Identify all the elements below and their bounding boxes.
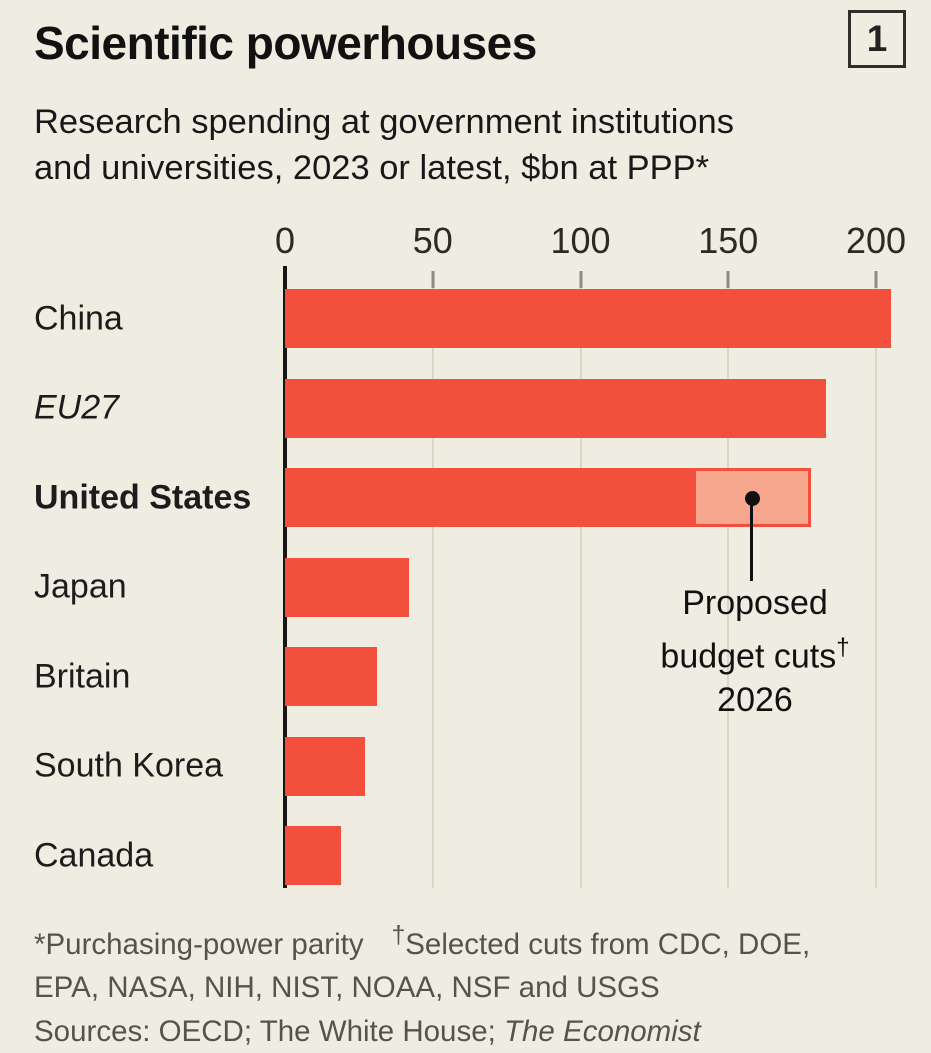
- footnotes: *Purchasing-power parity †Selected cuts f…: [34, 914, 914, 1053]
- x-tick-mark: [726, 271, 730, 288]
- annotation-line-1: Proposed: [682, 584, 828, 622]
- bar-row: United States: [0, 453, 931, 543]
- bar: [285, 647, 377, 706]
- dagger-symbol: †: [836, 633, 850, 661]
- category-label: China: [34, 299, 123, 338]
- annotation-line-2: budget cuts†: [660, 633, 850, 675]
- x-tick-mark: [431, 271, 435, 288]
- bar: [285, 468, 811, 527]
- category-label: United States: [34, 478, 252, 517]
- annotation-line-3: 2026: [717, 681, 793, 720]
- bar: [285, 557, 410, 617]
- category-label: EU27: [34, 388, 120, 427]
- index-badge: 1: [848, 10, 906, 68]
- footnote-cuts: Selected cuts from CDC, DOE,: [405, 927, 811, 961]
- bar-rows: China EU27 United States Japan Britain S…: [0, 274, 931, 901]
- gridline: [579, 271, 582, 888]
- x-tick-mark: [874, 271, 878, 288]
- bar-row: South Korea: [0, 722, 931, 812]
- bar-row: China: [0, 274, 931, 364]
- index-badge-number: 1: [866, 18, 888, 59]
- dagger-symbol: †: [391, 922, 406, 949]
- subtitle-line-2: and universities, 2023 or latest, $bn at…: [34, 149, 710, 187]
- gridline: [727, 271, 730, 888]
- category-label: Britain: [34, 657, 131, 696]
- sources-line: Sources: OECD; The White House; The Econ…: [34, 1010, 914, 1053]
- x-tick-label: 100: [550, 220, 611, 261]
- chart-subtitle: Research spending at government institut…: [34, 99, 894, 191]
- bar-row: Britain: [0, 632, 931, 722]
- bar: [285, 736, 365, 796]
- bar: [285, 826, 342, 885]
- budget-cuts-annotation: Proposed budget cuts† 2026: [570, 581, 931, 723]
- gridline: [875, 271, 877, 888]
- sources-prefix: Sources: OECD; The White House;: [34, 1014, 504, 1048]
- footnote-line-2: EPA, NASA, NIH, NIST, NOAA, NSF and USGS: [34, 971, 660, 1005]
- bar-row: Canada: [0, 811, 931, 901]
- x-tick-label: 150: [698, 220, 759, 261]
- footnote-ppp: *Purchasing-power parity: [34, 927, 364, 961]
- gridline: [431, 271, 434, 888]
- chart-title: Scientific powerhouses: [34, 17, 537, 69]
- category-label: Japan: [34, 567, 127, 606]
- bar: [285, 289, 891, 348]
- subtitle-line-1: Research spending at government institut…: [34, 103, 734, 141]
- bar-row: Japan: [0, 543, 931, 633]
- bar-row: EU27: [0, 364, 931, 454]
- x-tick-label: 200: [845, 220, 907, 261]
- x-tick-mark: [579, 271, 582, 288]
- footnote-line-1: *Purchasing-power parity †Selected cuts f…: [34, 914, 914, 966]
- category-label: Canada: [34, 836, 154, 875]
- x-tick-label: 50: [412, 220, 453, 261]
- callout-line: [750, 498, 753, 581]
- category-label: South Korea: [34, 746, 224, 785]
- sources-economist: The Economist: [504, 1014, 701, 1048]
- x-tick-label: 0: [274, 220, 296, 261]
- bar: [285, 378, 826, 438]
